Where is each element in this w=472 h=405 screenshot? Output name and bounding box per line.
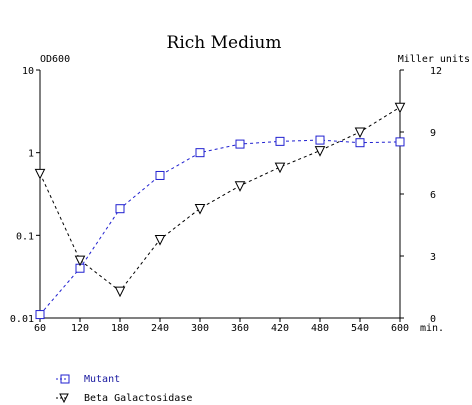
- chart-title: Rich Medium: [167, 33, 282, 53]
- beta-galactosidase-point: [34, 168, 46, 180]
- right-tick-label: 0: [430, 314, 436, 325]
- series-line-beta-galactosidase: [39, 106, 401, 292]
- mutant-point: [275, 136, 285, 146]
- left-tick-label: 10: [22, 66, 34, 77]
- x-tick-label: 360: [231, 323, 249, 334]
- x-tick-label: 300: [191, 323, 209, 334]
- right-tick-label: 3: [430, 252, 436, 263]
- beta-galactosidase-point: [314, 146, 326, 157]
- beta-galactosidase-point: [394, 102, 406, 114]
- left-axis-ticks: 0.01 0.1 1 10: [10, 66, 40, 325]
- x-tick-label: 120: [71, 323, 89, 334]
- right-tick-label: 6: [430, 190, 436, 201]
- x-tick-label: 540: [351, 323, 369, 334]
- beta-galactosidase-point: [274, 162, 286, 174]
- x-tick-label: 240: [151, 323, 169, 334]
- series-line-mutant: [39, 139, 401, 315]
- legend-beta-label: Beta Galactosidase: [84, 393, 192, 404]
- x-tick-label: 480: [311, 323, 329, 334]
- x-axis-ticks: 60 120 180 240 300 360 420 480 540 600: [34, 318, 409, 334]
- beta-galactosidase-point: [354, 127, 366, 139]
- mutant-point: [395, 137, 405, 147]
- mutant-point: [115, 204, 125, 214]
- mutant-point: [355, 138, 365, 148]
- legend-beta-marker: [59, 393, 69, 404]
- beta-galactosidase-point: [154, 234, 166, 246]
- legend-mutant-marker: [60, 374, 70, 384]
- legend: Mutant Beta Galactosidase: [56, 374, 192, 404]
- beta-galactosidase-point: [114, 286, 126, 298]
- x-tick-label: 180: [111, 323, 129, 334]
- x-tick-label: 60: [34, 323, 46, 334]
- mutant-point: [315, 135, 325, 145]
- right-axis-label: Miller units: [398, 54, 470, 65]
- right-axis-ticks: 0 3 6 9 12: [400, 66, 442, 325]
- left-axis-label: OD600: [40, 54, 70, 65]
- x-axis-unit: min.: [420, 323, 444, 334]
- series-layer: [34, 102, 406, 320]
- legend-mutant-label: Mutant: [84, 374, 120, 385]
- left-tick-label: 0.1: [16, 231, 34, 242]
- left-tick-label: 1: [28, 149, 34, 160]
- beta-galactosidase-point: [194, 203, 206, 215]
- x-tick-label: 420: [271, 323, 289, 334]
- mutant-point: [155, 170, 165, 180]
- right-tick-label: 12: [430, 66, 442, 77]
- mutant-point: [195, 148, 205, 158]
- beta-galactosidase-point: [234, 181, 246, 192]
- mutant-point: [35, 310, 45, 320]
- mutant-point: [235, 139, 245, 149]
- right-tick-label: 9: [430, 128, 436, 139]
- left-tick-label: 0.01: [10, 314, 34, 325]
- x-tick-label: 600: [391, 323, 409, 334]
- beta-galactosidase-point: [74, 255, 86, 267]
